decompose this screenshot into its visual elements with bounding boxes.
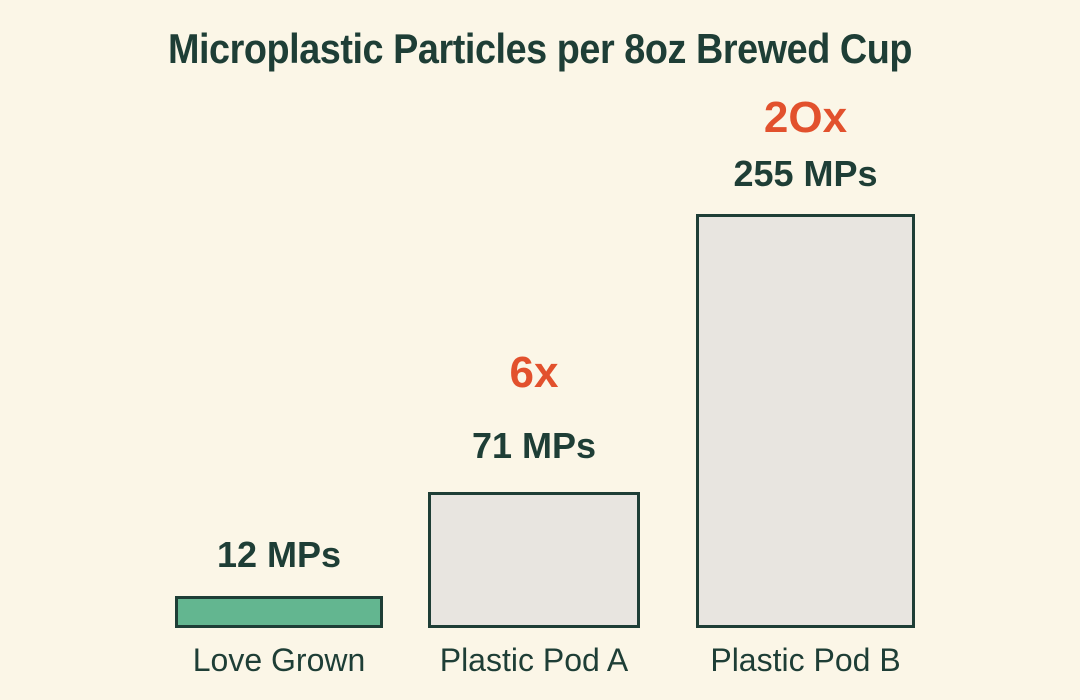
multiplier-label-plastic-pod-a: 6x <box>509 348 559 397</box>
category-label-plastic-pod-b: Plastic Pod B <box>710 642 901 678</box>
bar-love-grown <box>175 596 383 628</box>
category-label-plastic-pod-a: Plastic Pod A <box>439 642 629 678</box>
bar-group-love-grown: 12 MPs Love Grown <box>175 0 383 700</box>
multiplier-label-plastic-pod-b: 2Ox <box>763 93 848 142</box>
value-label-plastic-pod-b: 255 MPs <box>733 153 878 194</box>
bar-group-plastic-pod-b: 2Ox 255 MPs Plastic Pod B <box>696 0 915 700</box>
bar-plastic-pod-b <box>696 214 915 628</box>
value-label-love-grown: 12 MPs <box>216 534 342 575</box>
bar-plastic-pod-a <box>428 492 640 628</box>
value-label-plastic-pod-a: 71 MPs <box>471 425 597 466</box>
bar-group-plastic-pod-a: 6x 71 MPs Plastic Pod A <box>428 0 640 700</box>
chart-title: Microplastic Particles per 8oz Brewed Cu… <box>167 25 913 72</box>
category-label-love-grown: Love Grown <box>192 642 366 678</box>
